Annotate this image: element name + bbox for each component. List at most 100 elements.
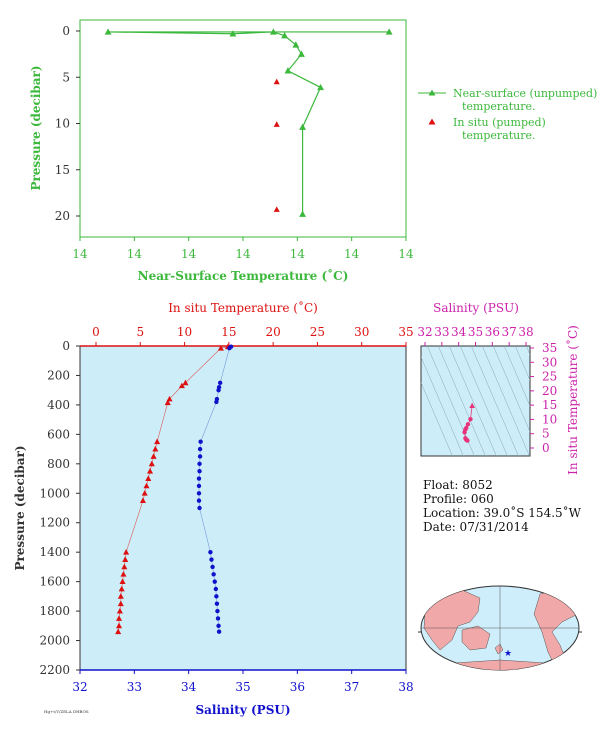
salinity-axis-label: Salinity (PSU): [195, 703, 290, 717]
temperature-tick-label: 10: [177, 325, 192, 339]
ts-point: [465, 422, 471, 427]
near-surface-x-tick-label: 14: [72, 247, 88, 261]
salinity-point: [227, 346, 232, 351]
profile-plot-frame: [79, 345, 407, 671]
profile-number: Profile: 060: [423, 492, 494, 506]
ts-y-tick-label: 35: [542, 341, 557, 355]
temperature-point: [143, 482, 150, 489]
temperature-point: [141, 490, 148, 496]
profile-chart: 0 5 10 15 20 25 30 35 32 33 34 35 36 37 38 0 200 400 600…: [13, 300, 414, 717]
profile-series: [115, 343, 234, 635]
temperature-point: [115, 615, 123, 621]
ts-point: [469, 402, 475, 408]
temperature-tick-label: 0: [92, 325, 100, 339]
salinity-tick-label: 33: [127, 680, 142, 694]
temperature-tick-label: 5: [136, 325, 144, 339]
salinity-point: [213, 586, 219, 592]
temperature-point: [178, 382, 185, 389]
temperature-point: [150, 453, 157, 459]
profile-y-tick-label: 400: [47, 398, 70, 412]
near-surface-pumped-point: [273, 78, 280, 85]
density-contour-line: [515, 346, 530, 381]
ts-point: [468, 416, 473, 422]
location: Location: 39.0˚S 154.5˚W: [423, 505, 582, 520]
ts-x-tick-label: 37: [502, 325, 517, 339]
temperature-tick-label: 30: [354, 325, 369, 339]
salinity-point: [214, 399, 219, 405]
world-map: ★: [418, 585, 582, 671]
ts-y-tick-label: 0: [542, 441, 550, 455]
temperature-tick-label: 20: [266, 325, 281, 339]
salinity-tick-label: 34: [181, 680, 197, 694]
temperature-tick-label: 35: [398, 325, 413, 339]
near-surface-series: [104, 28, 393, 217]
ts-x-tick-labels: 32 33 34 35 36 37 38: [417, 325, 534, 346]
near-surface-legend: Near-surface (unpumped) temperature. In …: [418, 87, 597, 142]
profile-y-tick-label: 200: [47, 368, 70, 382]
salinity-tick-label: 32: [72, 680, 87, 694]
near-surface-x-tick-label: 14: [398, 247, 414, 261]
salinity-point: [215, 616, 221, 621]
ts-x-tick-label: 35: [468, 325, 483, 339]
profile-y-tick-label: 1400: [39, 545, 70, 559]
map-land-australia: [461, 625, 491, 651]
salinity-point: [217, 380, 223, 386]
temperature-point: [145, 475, 152, 481]
temperature-point: [182, 379, 189, 386]
density-contour-line: [526, 346, 530, 356]
legend-triangle-unpumped-icon: [428, 89, 436, 96]
profile-y-tick-label: 600: [47, 427, 70, 441]
near-surface-unpumped-point: [292, 41, 300, 48]
ts-y-tick-label: 15: [542, 398, 557, 412]
near-surface-unpumped-point: [269, 28, 277, 35]
near-surface-y-tick-label: 15: [55, 163, 70, 177]
profile-y-tick-label: 1200: [39, 516, 70, 530]
legend-triangle-pumped-icon: [428, 118, 436, 125]
ts-y-tick-label: 20: [542, 384, 557, 398]
near-surface-pumped-point: [273, 206, 280, 212]
salinity-point: [216, 629, 222, 634]
near-surface-unpumped-point: [104, 28, 112, 35]
density-contour-line: [449, 346, 497, 456]
near-surface-y-tick-label: 10: [55, 117, 70, 131]
ts-x-tick-label: 36: [485, 325, 500, 339]
near-surface-pumped-point: [273, 121, 280, 127]
profile-y-tick-label: 2200: [39, 663, 70, 677]
near-surface-unpumped-point: [229, 30, 237, 37]
ts-plot-frame: [420, 345, 531, 457]
temperature-tick-label: 15: [221, 325, 236, 339]
density-contour-line: [460, 346, 508, 456]
ts-x-tick-label: 34: [451, 325, 467, 339]
density-contour-line: [421, 382, 453, 456]
float-number: Float: 8052: [423, 478, 493, 492]
near-surface-y-tick-label: 5: [62, 70, 70, 84]
salinity-tick-label: 35: [235, 680, 250, 694]
ts-x-tick-label: 38: [518, 325, 533, 339]
salinity-point: [197, 461, 202, 467]
near-surface-y-axis-label: Pressure (decibar): [29, 65, 43, 190]
temperature-point: [117, 593, 124, 599]
temperature-point: [164, 399, 171, 406]
salinity-tick-label: 36: [290, 680, 305, 694]
temperature-point: [123, 548, 130, 555]
near-surface-unpumped-point: [385, 28, 393, 35]
temperature-axis-label: In situ Temperature (˚C): [168, 300, 318, 315]
density-contour-line: [421, 356, 464, 456]
near-surface-y-tick-labels: 0 5 10 15 20: [55, 24, 80, 223]
temperature-point: [117, 600, 124, 607]
temperature-point: [115, 628, 122, 635]
near-surface-y-tick-label: 0: [62, 24, 70, 38]
salinity-point: [197, 505, 202, 511]
near-surface-unpumped-point: [299, 123, 306, 130]
temperature-tick-labels: 0 5 10 15 20 25 30 35: [92, 325, 414, 346]
ts-x-tick-label: 32: [417, 325, 432, 339]
temperature-point: [154, 438, 161, 445]
temperature-point: [121, 563, 128, 570]
near-surface-unpumped-point: [284, 67, 292, 74]
temperature-point: [120, 571, 127, 577]
near-surface-unpumped-point: [298, 50, 305, 57]
density-contour-line: [427, 346, 475, 456]
salinity-point: [196, 476, 202, 481]
